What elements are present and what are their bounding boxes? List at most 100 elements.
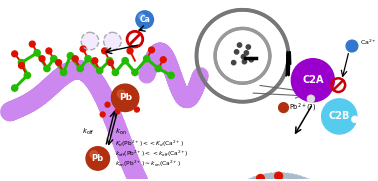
Circle shape — [262, 72, 265, 74]
Circle shape — [195, 57, 198, 59]
Circle shape — [204, 28, 206, 31]
Circle shape — [39, 56, 45, 62]
Circle shape — [104, 32, 121, 50]
Circle shape — [258, 12, 260, 14]
Circle shape — [199, 35, 202, 38]
Circle shape — [226, 32, 228, 34]
Circle shape — [286, 46, 289, 48]
Circle shape — [269, 54, 271, 56]
Circle shape — [291, 59, 335, 102]
Circle shape — [215, 61, 217, 63]
Circle shape — [247, 178, 255, 181]
Circle shape — [245, 28, 247, 30]
Circle shape — [198, 70, 200, 72]
Circle shape — [304, 178, 311, 181]
Circle shape — [248, 28, 251, 30]
Circle shape — [242, 27, 243, 30]
Circle shape — [266, 16, 268, 18]
Circle shape — [209, 21, 212, 24]
Circle shape — [217, 66, 219, 68]
Circle shape — [268, 51, 271, 53]
Text: Pb$^{2+}$(?): Pb$^{2+}$(?) — [290, 102, 319, 114]
Circle shape — [198, 71, 201, 73]
Circle shape — [246, 9, 249, 11]
Circle shape — [72, 56, 78, 62]
Circle shape — [217, 67, 219, 70]
Circle shape — [281, 32, 284, 35]
Circle shape — [278, 82, 281, 84]
Circle shape — [221, 96, 224, 98]
Circle shape — [287, 59, 290, 61]
Circle shape — [238, 100, 240, 103]
Circle shape — [81, 32, 99, 50]
Circle shape — [262, 73, 264, 75]
Text: $k_\mathrm{on}$: $k_\mathrm{on}$ — [115, 127, 127, 137]
Circle shape — [274, 23, 277, 26]
Circle shape — [279, 103, 288, 113]
Circle shape — [246, 45, 251, 49]
Circle shape — [268, 47, 270, 49]
Circle shape — [216, 44, 218, 46]
Circle shape — [276, 85, 278, 88]
Circle shape — [214, 54, 216, 56]
Circle shape — [251, 176, 259, 181]
Circle shape — [268, 61, 270, 63]
Circle shape — [274, 87, 276, 90]
Circle shape — [212, 90, 215, 93]
Text: $\mathit{K}_\mathit{d}(\mathrm{Pb}^{2+}) << \mathit{K}_\mathit{d}(\mathrm{Ca}^{2: $\mathit{K}_\mathit{d}(\mathrm{Pb}^{2+})… — [115, 139, 184, 149]
Circle shape — [200, 34, 203, 37]
Circle shape — [286, 65, 288, 67]
Circle shape — [276, 172, 283, 180]
Circle shape — [97, 67, 103, 74]
Circle shape — [252, 30, 254, 31]
Circle shape — [240, 82, 242, 84]
Circle shape — [269, 55, 271, 57]
Circle shape — [196, 62, 198, 65]
Circle shape — [287, 57, 290, 60]
Circle shape — [228, 78, 230, 81]
Circle shape — [268, 58, 271, 60]
Circle shape — [115, 109, 120, 114]
Circle shape — [168, 72, 174, 79]
Circle shape — [19, 63, 25, 68]
Circle shape — [208, 22, 211, 25]
Circle shape — [127, 48, 133, 54]
Circle shape — [245, 9, 248, 11]
Circle shape — [266, 67, 268, 70]
Circle shape — [268, 49, 270, 51]
Circle shape — [232, 100, 235, 102]
Circle shape — [257, 32, 259, 34]
Circle shape — [244, 82, 246, 84]
Text: $k_\mathrm{off}$: $k_\mathrm{off}$ — [82, 127, 95, 137]
Circle shape — [267, 16, 270, 19]
Circle shape — [261, 35, 263, 37]
Circle shape — [222, 74, 224, 76]
Circle shape — [263, 71, 265, 73]
Circle shape — [263, 14, 266, 17]
Circle shape — [268, 60, 271, 62]
Circle shape — [262, 36, 264, 38]
Circle shape — [214, 58, 216, 60]
Circle shape — [214, 52, 216, 54]
Circle shape — [241, 9, 243, 11]
Circle shape — [244, 28, 246, 30]
Circle shape — [105, 102, 110, 107]
Circle shape — [285, 69, 287, 71]
Circle shape — [201, 76, 203, 79]
Circle shape — [267, 173, 275, 180]
Circle shape — [46, 48, 52, 54]
Circle shape — [259, 76, 261, 78]
Circle shape — [212, 18, 215, 21]
Circle shape — [80, 46, 86, 52]
Circle shape — [155, 65, 161, 72]
Circle shape — [228, 98, 231, 101]
Circle shape — [199, 73, 202, 76]
Circle shape — [245, 82, 247, 84]
Circle shape — [212, 90, 214, 92]
Circle shape — [237, 100, 239, 103]
Circle shape — [195, 49, 198, 52]
Circle shape — [204, 27, 207, 29]
Circle shape — [92, 58, 98, 64]
Circle shape — [286, 66, 288, 69]
Circle shape — [214, 50, 217, 52]
